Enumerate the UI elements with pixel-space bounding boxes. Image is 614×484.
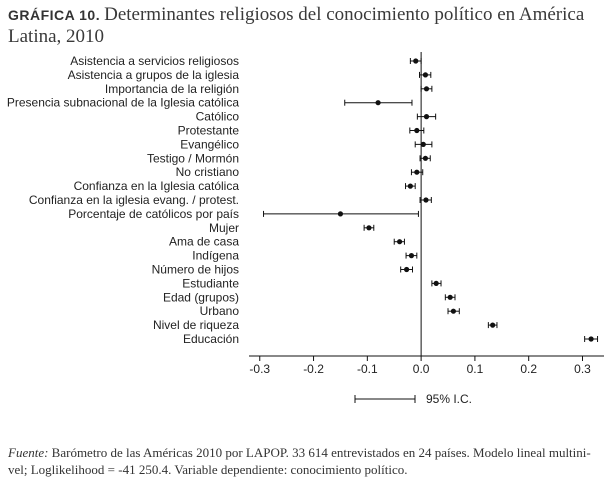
row-label: Testigo / Mormón	[147, 151, 239, 165]
point-estimate	[366, 225, 372, 231]
point-estimate	[588, 336, 594, 342]
chart-title: GRÁFICA 10. Determinantes religiosos del …	[8, 4, 608, 48]
point-estimate	[422, 72, 429, 78]
title-line-1: GRÁFICA 10. Determinantes religiosos del …	[8, 4, 608, 26]
row-label: Importancia de la religión	[105, 82, 239, 96]
row-label: Confianza en la Iglesia católica	[74, 179, 240, 193]
row-label: Urbano	[200, 304, 240, 318]
point-estimate	[337, 211, 344, 217]
point-estimate	[423, 197, 429, 203]
row-label: Confianza en la iglesia evang. / protest…	[29, 193, 239, 207]
footnote-lead: Fuente:	[8, 445, 49, 460]
row-label: Estudiante	[182, 276, 239, 290]
title-line-2: Latina, 2010	[8, 26, 105, 47]
row-label: Porcentaje de católicos por país	[68, 207, 239, 221]
point-estimate	[407, 183, 413, 189]
source-footnote: Fuente: Barómetro de las Américas 2010 p…	[8, 444, 608, 478]
point-estimate	[422, 155, 429, 161]
footnote-line-2: vel; Loglikelihood = -41 250.4. Variable…	[8, 462, 408, 477]
figure-label: GRÁFICA 10.	[8, 7, 101, 23]
row-label: Edad (grupos)	[163, 290, 239, 304]
row-label: Evangélico	[180, 137, 239, 151]
row-label: Asistencia a grupos de la iglesia	[68, 68, 240, 82]
row-label: Presencia subnacional de la Iglesia cató…	[7, 96, 239, 110]
point-estimate	[447, 294, 453, 300]
row-label: Protestante	[178, 124, 240, 138]
footnote-line-1: Barómetro de las Américas 2010 por LAPOP…	[48, 445, 591, 460]
row-label: Nivel de riqueza	[153, 318, 239, 332]
x-tick-label: 0.1	[467, 362, 484, 376]
row-label: Número de hijos	[152, 263, 239, 277]
point-estimate	[408, 253, 415, 259]
row-label: Católico	[196, 110, 240, 124]
point-estimate	[375, 100, 381, 106]
title-text-1: Determinantes religiosos del conocimient…	[104, 4, 585, 25]
x-tick-label: 0.0	[413, 362, 430, 376]
x-tick-label: -0.2	[303, 362, 324, 376]
point-estimate	[414, 169, 420, 175]
point-estimate	[414, 127, 420, 134]
x-tick-label: -0.1	[357, 362, 378, 376]
row-label: Mujer	[209, 221, 239, 235]
row-label: Educación	[183, 332, 239, 346]
point-estimate	[397, 239, 403, 245]
point-estimate	[450, 308, 456, 314]
point-estimate	[403, 266, 410, 273]
point-estimate	[490, 322, 496, 328]
x-tick-label: 0.3	[574, 362, 591, 376]
point-estimate	[423, 114, 430, 120]
point-estimate	[420, 141, 426, 147]
row-label: Ama de casa	[169, 235, 239, 249]
x-tick-label: -0.3	[249, 362, 270, 376]
point-estimate	[413, 58, 419, 64]
row-label: Indígena	[192, 249, 239, 263]
point-estimate	[423, 86, 430, 92]
row-label: No cristiano	[176, 165, 240, 179]
legend-label: 95% I.C.	[426, 392, 472, 406]
x-tick-label: 0.2	[520, 362, 537, 376]
coefficient-plot: Asistencia a servicios religiososAsisten…	[7, 52, 604, 406]
point-estimate	[433, 280, 439, 286]
row-label: Asistencia a servicios religiosos	[70, 54, 239, 68]
